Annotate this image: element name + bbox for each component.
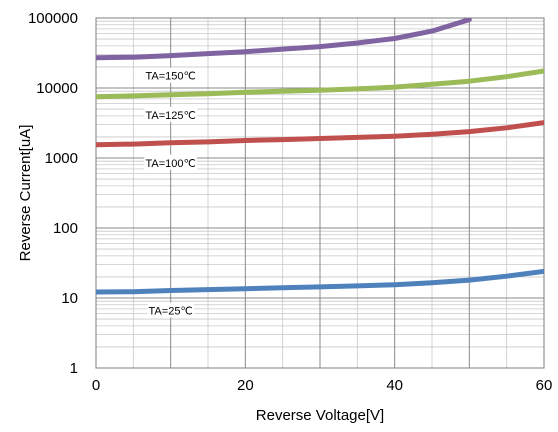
series-label: TA=100℃	[145, 158, 195, 170]
series-label: TA=150℃	[145, 71, 195, 83]
y-tick-label: 1000	[45, 150, 78, 167]
series-line	[96, 268, 544, 295]
series-layer	[96, 18, 544, 295]
y-axis-title: Reverse Current[uA]	[17, 125, 34, 262]
tick-labels: 0 20 40 60 1 10 100 1000 10000 100000	[28, 10, 552, 394]
y-tick-label: 10	[61, 290, 78, 307]
series-line	[96, 18, 472, 61]
series-line	[96, 120, 544, 148]
y-tick-label: 10000	[36, 80, 78, 97]
x-axis-title: Reverse Voltage[V]	[256, 407, 384, 424]
grid	[95, 17, 545, 369]
x-tick-label: 40	[386, 377, 403, 394]
series-label-bg	[144, 154, 198, 170]
series-labels: TA=150℃ TA=125℃ TA=100℃ TA=25℃	[144, 67, 198, 318]
x-tick-label: 20	[237, 377, 254, 394]
series-label: TA=125℃	[145, 110, 195, 122]
y-tick-label: 100	[53, 220, 78, 237]
series-label: TA=25℃	[149, 305, 193, 317]
y-tick-label: 1	[70, 360, 78, 377]
x-tick-label: 60	[536, 377, 553, 394]
plot-frame	[95, 17, 545, 369]
series-line	[96, 68, 544, 100]
series-label-bg	[147, 302, 194, 318]
y-tick-label: 100000	[28, 10, 78, 27]
x-tick-label: 0	[92, 377, 100, 394]
series-label-bg	[144, 67, 198, 83]
series-label-bg	[144, 106, 198, 122]
